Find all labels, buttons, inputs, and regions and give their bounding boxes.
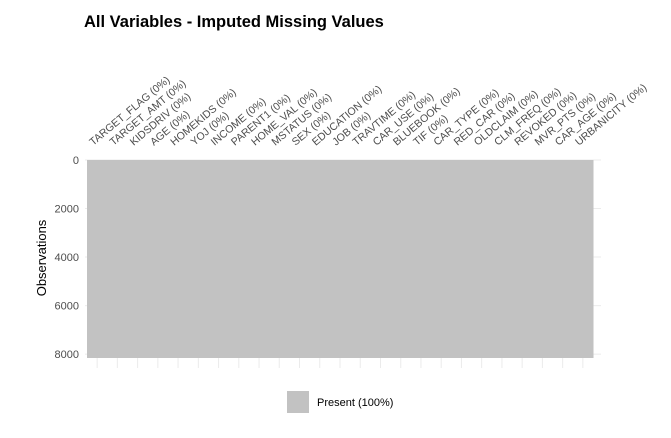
present-cell — [188, 160, 209, 358]
present-cell — [532, 160, 554, 358]
legend-label-present: Present (100%) — [317, 397, 393, 409]
present-cell — [370, 160, 392, 358]
y-tick-label: 4000 — [55, 252, 79, 264]
present-cell — [208, 160, 230, 358]
legend-swatch-present — [287, 391, 309, 413]
present-cell — [350, 160, 371, 358]
present-cell — [491, 160, 513, 358]
present-cell — [512, 160, 533, 358]
chart-title: All Variables - Imputed Missing Values — [84, 13, 384, 31]
present-cell — [127, 160, 149, 358]
present-cell — [451, 160, 473, 358]
legend: Present (100%) — [287, 391, 393, 413]
present-cell — [87, 160, 108, 358]
present-cell — [552, 160, 574, 358]
present-cell — [167, 160, 189, 358]
y-axis-title: Observations — [34, 219, 49, 296]
present-cell — [107, 160, 128, 358]
present-cell — [269, 160, 290, 358]
column-labels: TARGET_FLAG (0%)TARGET_AMT (0%)KIDSDRIV … — [87, 74, 649, 148]
y-tick-label: 0 — [73, 155, 79, 167]
y-tick-label: 6000 — [55, 301, 79, 313]
present-cell — [390, 160, 412, 358]
present-cell — [289, 160, 311, 358]
present-cell — [329, 160, 351, 358]
y-axis-ticks: 0 2000 4000 6000 8000 — [55, 155, 79, 361]
present-cell — [572, 160, 594, 358]
present-cell — [309, 160, 331, 358]
y-tick-label: 8000 — [55, 349, 79, 361]
y-tick-label: 2000 — [55, 204, 79, 216]
plot-area — [87, 160, 594, 358]
present-cell — [147, 160, 169, 358]
present-cell — [410, 160, 432, 358]
present-cell — [228, 160, 250, 358]
present-cell — [431, 160, 452, 358]
present-cell — [248, 160, 270, 358]
present-cell — [471, 160, 493, 358]
